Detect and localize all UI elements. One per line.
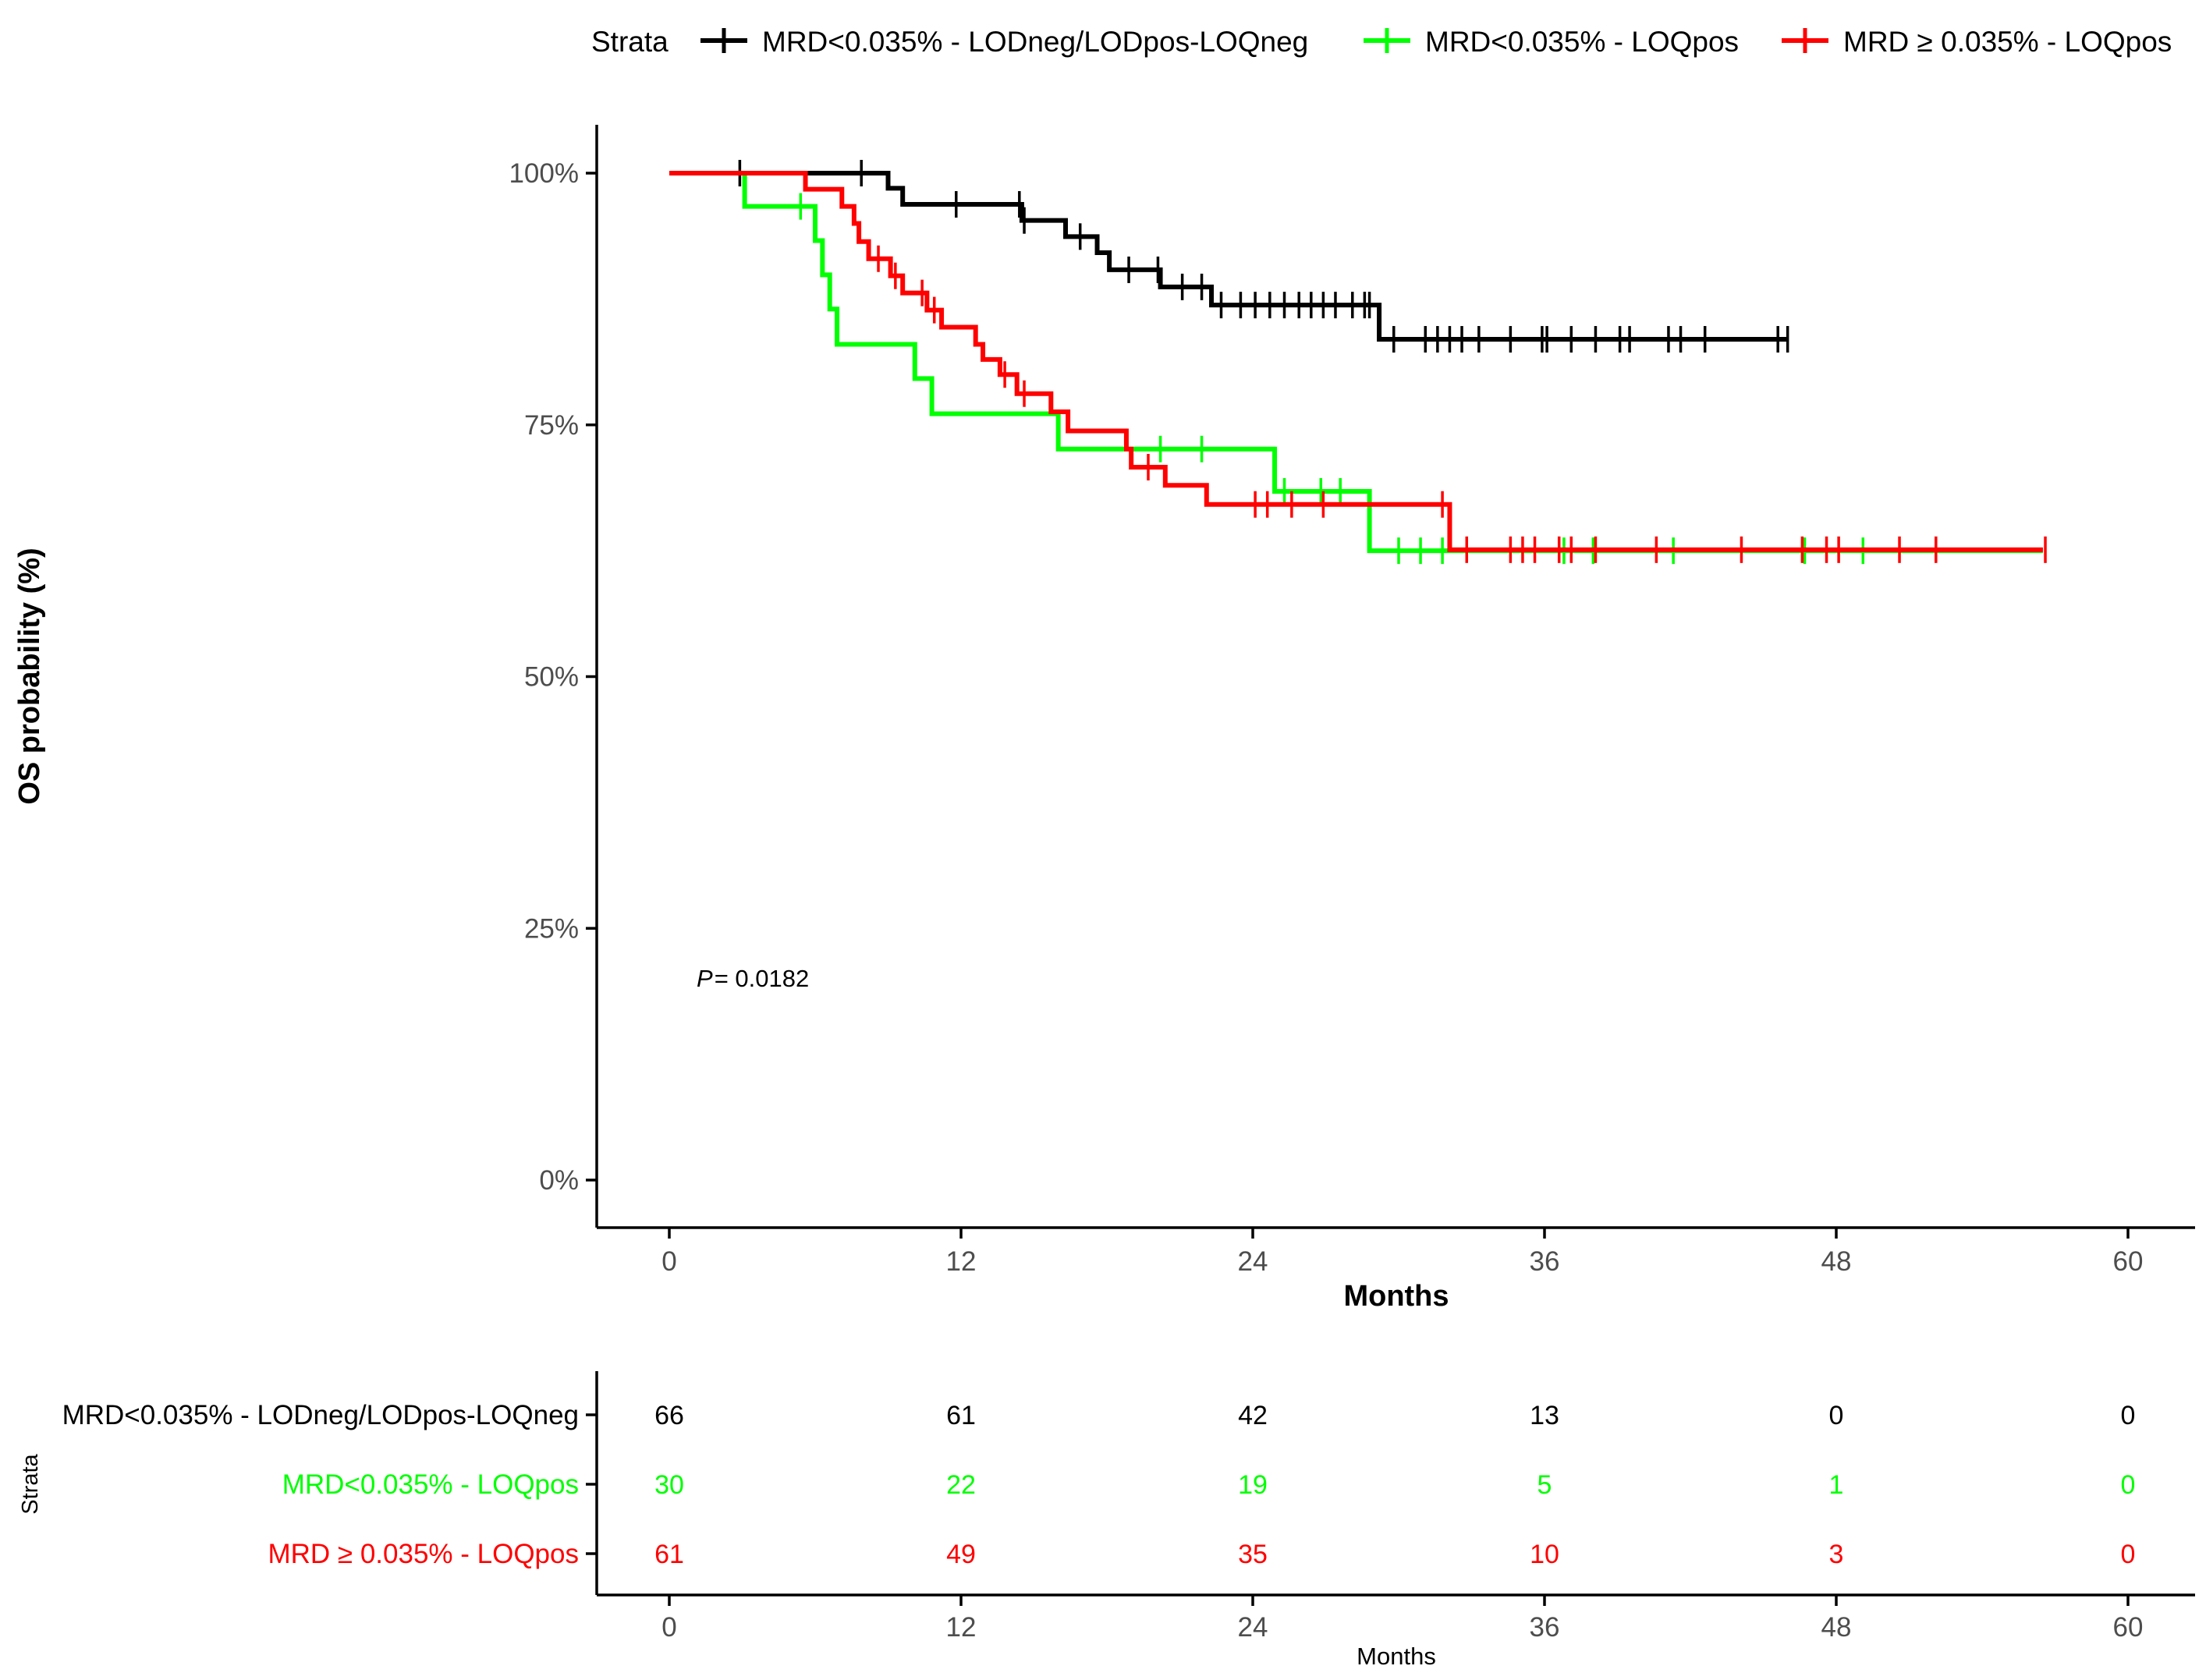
legend-label: MRD<0.035% - LOQpos: [1425, 26, 1739, 58]
risk-x-tick-label: 48: [1821, 1612, 1852, 1643]
x-tick-label: 60: [2113, 1246, 2144, 1277]
risk-count: 61: [946, 1401, 976, 1430]
risk-count: 42: [1238, 1401, 1268, 1430]
risk-count: 0: [2121, 1470, 2136, 1500]
survival-curve-line: [669, 171, 2043, 554]
y-tick-label: 0%: [539, 1165, 579, 1196]
risk-row-label: MRD ≥ 0.035% - LOQpos: [268, 1539, 579, 1569]
risk-table: MRD<0.035% - LODneg/LODpos-LOQneg 66 61 42 1…: [62, 1400, 2144, 1643]
survival-curve-line: [669, 171, 2043, 552]
risk-count: 3: [1829, 1540, 1844, 1569]
legend-label: MRD<0.035% - LODneg/LODpos-LOQneg: [762, 26, 1308, 58]
risk-count: 1: [1829, 1470, 1844, 1500]
risk-count: 0: [2121, 1401, 2136, 1430]
risk-count: 5: [1537, 1470, 1552, 1500]
risk-row-label: MRD<0.035% - LODneg/LODpos-LOQneg: [62, 1400, 579, 1430]
risk-x-tick-label: 0: [661, 1612, 676, 1643]
legend-label: MRD ≥ 0.035% - LOQpos: [1843, 26, 2172, 58]
risk-count: 19: [1238, 1470, 1268, 1500]
risk-count: 0: [2121, 1540, 2136, 1569]
x-axis-ticks: 0 12 24 36 48 60: [661, 1228, 2143, 1277]
risk-count: 30: [654, 1470, 684, 1500]
legend: Strata MRD<0.035% - LODneg/LODpos-LOQneg…: [591, 26, 2172, 58]
risk-count: 61: [654, 1540, 684, 1569]
legend-entry-green: MRD<0.035% - LOQpos: [1364, 26, 1739, 58]
legend-entry-black: MRD<0.035% - LODneg/LODpos-LOQneg: [700, 26, 1308, 58]
x-tick-label: 48: [1821, 1246, 1852, 1277]
risk-count: 0: [1829, 1401, 1844, 1430]
risk-count: 13: [1530, 1401, 1559, 1430]
risk-count: 35: [1238, 1540, 1268, 1569]
risk-x-tick-label: 12: [946, 1612, 977, 1643]
risk-count: 66: [654, 1401, 684, 1430]
risk-x-tick-label: 36: [1530, 1612, 1560, 1643]
y-axis-ticks: 0% 25% 50% 75% 100%: [509, 158, 597, 1196]
y-tick-label: 75%: [524, 410, 579, 441]
p-label: P: [697, 965, 713, 992]
y-tick-label: 100%: [509, 158, 579, 189]
x-tick-label: 0: [661, 1246, 676, 1277]
legend-title: Strata: [591, 26, 669, 58]
p-value: = 0.0182: [715, 965, 810, 992]
series-0: [669, 160, 1789, 353]
risk-count: 22: [946, 1470, 976, 1500]
y-tick-label: 25%: [524, 913, 579, 944]
survival-curves: [669, 160, 2047, 565]
survival-curve-line: [669, 171, 1788, 342]
x-axis-title: Months: [1343, 1280, 1449, 1313]
y-tick-label: 50%: [524, 662, 579, 693]
series-2: [669, 171, 2047, 563]
risk-count: 10: [1530, 1540, 1559, 1569]
risk-table-x-title: Months: [1357, 1643, 1436, 1670]
risk-x-tick-label: 60: [2113, 1612, 2144, 1643]
x-tick-label: 12: [946, 1246, 977, 1277]
risk-row-label: MRD<0.035% - LOQpos: [282, 1469, 579, 1500]
legend-entry-red: MRD ≥ 0.035% - LOQpos: [1782, 26, 2172, 58]
x-tick-label: 24: [1238, 1246, 1268, 1277]
risk-table-y-title: Strata: [18, 1453, 43, 1514]
risk-count: 49: [946, 1540, 976, 1569]
risk-x-tick-label: 24: [1238, 1612, 1268, 1643]
x-tick-label: 36: [1530, 1246, 1560, 1277]
p-value-annotation: P= 0.0182: [697, 965, 809, 992]
y-axis-title: OS probability (%): [13, 548, 46, 804]
